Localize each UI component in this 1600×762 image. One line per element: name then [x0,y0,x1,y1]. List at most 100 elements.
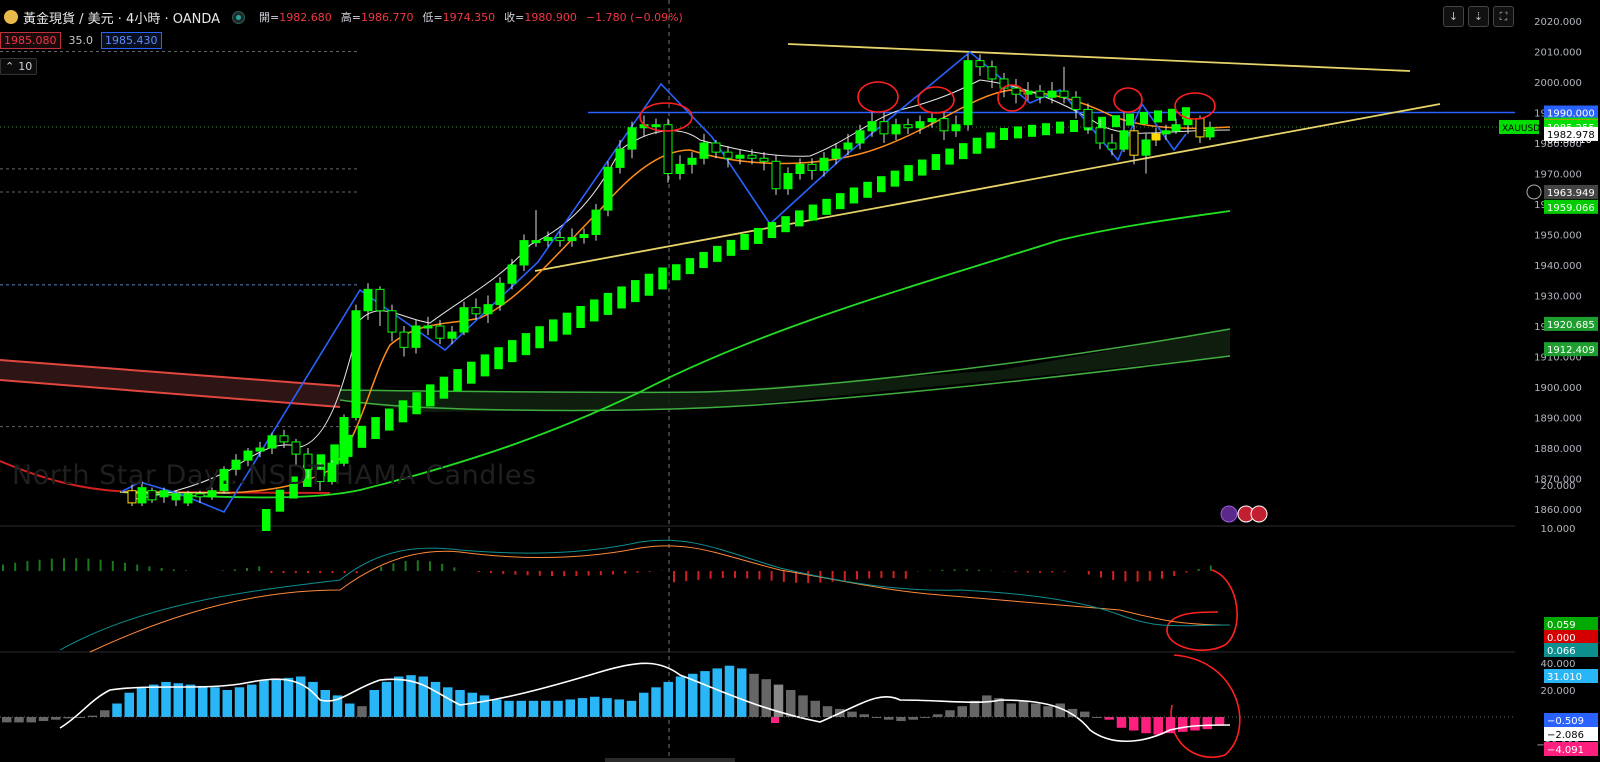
price-label: 1963.949 [1547,188,1595,199]
price-candle [831,148,841,159]
price-candle [267,435,277,449]
histogram-bar [602,698,612,717]
price-axis-tick: 2000.000 [1534,78,1582,89]
histogram-bar [1043,706,1053,717]
macd-histogram-bar [453,567,456,571]
gold-coin-icon [4,10,18,24]
histogram-bar [1006,703,1016,717]
histogram-bar [737,668,747,717]
price-candle [387,310,397,333]
bid-price-button[interactable]: 1985.080 [0,32,61,49]
ma-green-fast [119,210,1231,499]
histogram-bar [406,675,416,717]
macd-histogram-bar [551,571,553,577]
price-candle [579,234,589,239]
histogram-bar [933,714,943,717]
histogram-bar [455,690,465,717]
hama-candle [713,245,722,262]
price-candle [315,468,325,483]
market-status-icon [232,10,246,24]
macd-histogram-bar [99,559,102,571]
hist-label: −0.509 [1547,716,1584,727]
histogram-bar [663,681,673,717]
macd-histogram-bar [1087,571,1090,575]
price-candle [171,493,181,501]
macd-histogram-bar [392,563,395,571]
macd-label: 0.000 [1547,633,1576,644]
macd-histogram-bar [538,571,541,576]
download-arrow-icon[interactable]: ↓ [1443,6,1464,27]
macd-histogram-bar [111,561,114,571]
macd-histogram-bar [1100,571,1102,578]
price-candle [183,493,193,504]
price-candle [195,493,205,498]
price-candle [519,240,529,266]
price-axis-tick: 1870.000 [1534,475,1582,486]
price-candle [735,154,745,159]
price-candle [423,325,433,329]
hist-label: −4.091 [1547,745,1584,756]
macd-histogram-bar [624,571,627,574]
histogram-bar [222,690,232,717]
histogram-bar [771,717,779,723]
price-label: 1990.000 [1547,109,1595,120]
macd-histogram-bar [868,571,871,579]
macd-histogram-bar [50,558,53,571]
indicator-toggle[interactable]: ⌃ 10 [0,58,38,75]
price-candle [1095,127,1105,144]
hama-candle [275,489,285,512]
price-candle [471,307,481,315]
price-candle [1047,90,1057,98]
macd-histogram-bar [441,563,444,571]
price-candle [1171,124,1181,132]
hama-candle [918,159,927,176]
histogram-bar [798,695,808,717]
hama-candle [931,154,941,171]
macd-histogram-bar [26,561,29,571]
price-candle [891,124,901,135]
price-candle [975,60,985,68]
macd-histogram-bar [1051,571,1054,573]
hama-candle [1014,126,1022,139]
ribbon-fill [0,360,340,407]
histogram-bar [418,676,428,717]
macd-histogram-bar [892,571,895,579]
histogram-bar [357,706,367,717]
macd-histogram-bar [709,571,712,579]
macd-histogram-bar [587,571,590,576]
ma-green-lower [339,355,1231,412]
macd-histogram-bar [990,570,993,571]
histogram-bar [320,690,330,717]
price-label: 1912.409 [1547,345,1595,356]
price-candle [903,124,913,129]
horizontal-scrollbar[interactable] [605,758,735,762]
histogram-bar [173,683,183,717]
sort-down-icon[interactable]: ⇣ [1468,6,1489,27]
price-candle [243,450,253,461]
macd-histogram-bar [148,566,151,571]
hama-candle [508,340,517,363]
price-candle [699,142,709,159]
macd-histogram-bar [1026,571,1029,573]
fullscreen-icon[interactable]: ⛶ [1493,6,1514,27]
price-candle [627,127,637,150]
symbol-title[interactable]: 黃金現貨 / 美元 · 4小時 · OANDA [23,11,221,27]
price-candle [411,325,421,348]
price-candle [687,157,697,165]
macd-histogram-bar [282,571,285,574]
price-candle [339,417,349,464]
macd-label: 0.066 [1547,646,1576,657]
price-candle [723,151,733,159]
histogram-bar [516,700,526,717]
macd-histogram-bar [843,571,846,581]
ask-price-button[interactable]: 1985.430 [101,32,162,49]
macd-histogram-bar [807,571,810,584]
histogram-bar [430,681,441,717]
histogram-bar [700,671,710,717]
histogram-bar [847,711,857,717]
hama-candle [959,143,968,160]
histogram-bar [859,714,869,717]
histogram-bar [136,687,147,717]
macd-histogram-bar [1136,571,1139,582]
